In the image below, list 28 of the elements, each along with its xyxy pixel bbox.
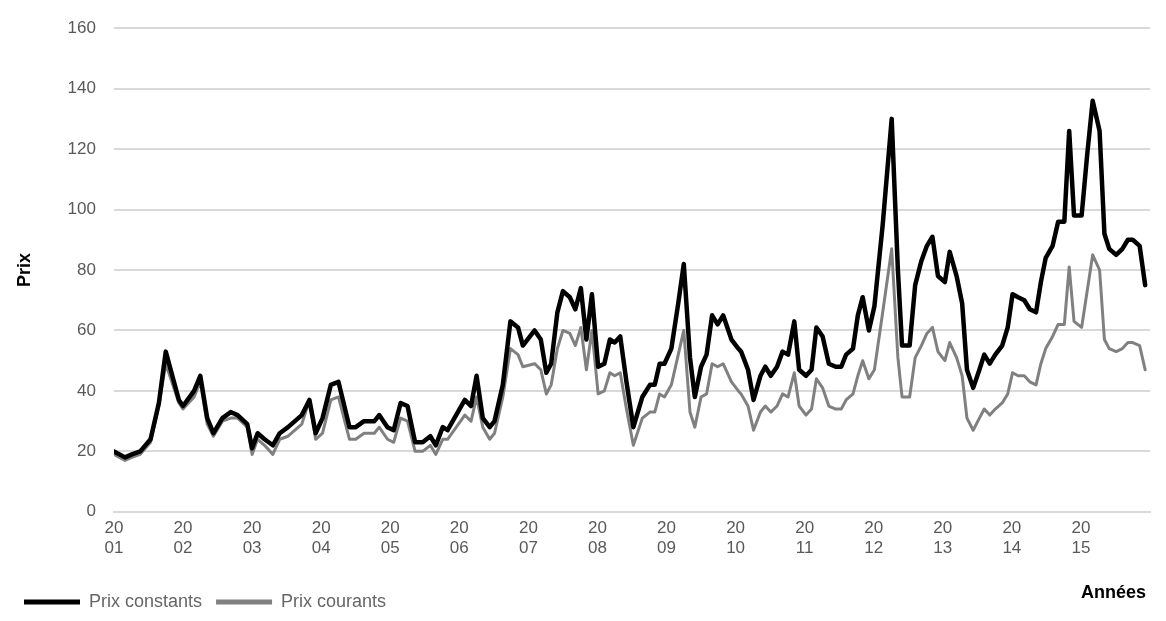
y-tick-label: 20 [77,441,96,461]
y-tick-label: 40 [77,380,96,400]
legend-label: Prix constants [89,590,203,611]
x-tick-label: 2004 [311,517,331,558]
y-tick-label: 160 [67,17,96,37]
x-tick-label: 2007 [518,517,538,558]
x-axis-title: Années [1080,581,1146,602]
x-tick-label: 2014 [1002,517,1022,558]
y-tick-label: 80 [77,259,96,279]
y-tick-label: 100 [67,199,96,219]
x-tick-label: 2010 [726,517,746,558]
x-tick-label: 2001 [104,517,124,558]
x-tick-label: 2011 [795,517,815,558]
x-tick-label: 2013 [933,517,953,558]
y-tick-label: 0 [86,501,96,521]
y-axis-title: Prix [13,252,34,288]
x-tick-label: 2005 [380,517,400,558]
x-tick-label: 2015 [1071,517,1091,558]
y-tick-label: 60 [77,320,96,340]
x-tick-label: 2012 [864,517,884,558]
legend-label: Prix courants [281,590,387,611]
y-tick-label: 140 [67,78,96,98]
x-tick-label: 2009 [657,517,676,558]
x-tick-label: 2002 [173,517,193,558]
x-tick-label: 2003 [242,517,262,558]
x-tick-label: 2006 [449,517,469,558]
x-tick-label: 2008 [587,517,607,558]
y-tick-label: 120 [67,138,96,158]
